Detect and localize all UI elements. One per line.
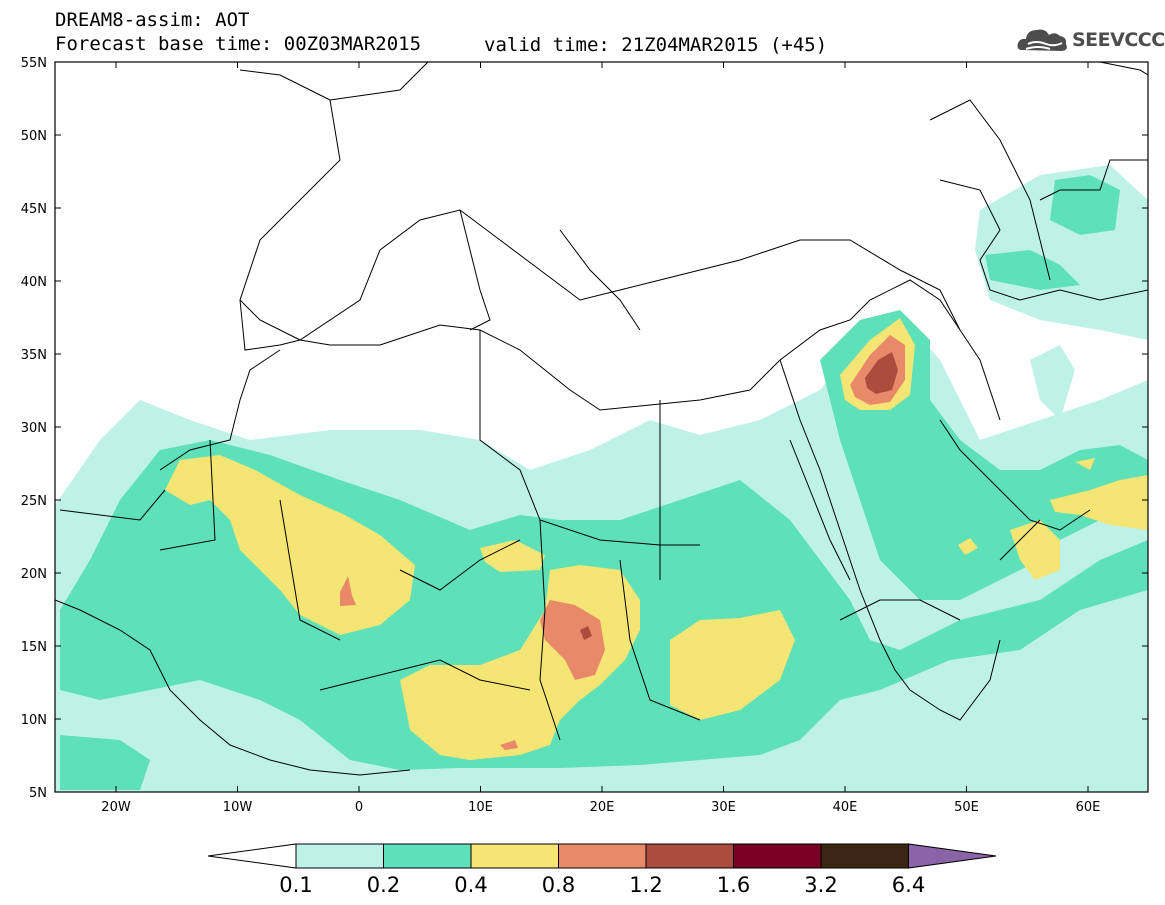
- colorbar-label: 1.6: [717, 873, 750, 897]
- lat-label: 20N: [21, 567, 47, 582]
- lat-label: 10N: [21, 713, 47, 728]
- logo-text: SEEVCCC: [1072, 29, 1165, 51]
- colorbar: 0.1 0.2 0.4 0.8 1.2 1.6 3.2 6.4: [207, 843, 997, 897]
- colorbar-high-triangle: [908, 843, 997, 869]
- colorbar-label: 0.2: [367, 873, 400, 897]
- lon-label: 40E: [833, 800, 858, 815]
- coastlines-and-borders: [55, 62, 1148, 776]
- latitude-axis: 55N 50N 45N 40N 35N 30N 25N 20N 15N 10N 5N: [21, 56, 1148, 801]
- colorbar-swatch: [558, 843, 647, 869]
- colorbar-label: 0.8: [542, 873, 575, 897]
- lat-label: 40N: [21, 275, 47, 290]
- lat-label: 55N: [21, 56, 47, 71]
- longitude-axis: 20W 10W 0 10E 20E 30E 40E 50E 60E: [101, 62, 1100, 815]
- lon-label: 10E: [468, 800, 493, 815]
- lat-label: 45N: [21, 202, 47, 217]
- aot-level-1-2: [580, 352, 898, 640]
- forecast-base-time: Forecast base time: 00Z03MAR2015: [55, 33, 422, 55]
- lon-label: 0: [355, 800, 363, 815]
- colorbar-swatch: [470, 843, 559, 869]
- colorbar-swatch: [645, 843, 734, 869]
- lon-label: 20E: [590, 800, 615, 815]
- valid-time: valid time: 21Z04MAR2015 (+45): [484, 34, 828, 56]
- colorbar-swatch: [295, 843, 384, 869]
- lon-label: 30E: [711, 800, 736, 815]
- colorbar-low-triangle: [207, 843, 297, 869]
- lon-label: 50E: [954, 800, 979, 815]
- lat-label: 15N: [21, 640, 47, 655]
- colorbar-swatch: [733, 843, 822, 869]
- colorbar-swatch: [383, 843, 472, 869]
- colorbar-label: 3.2: [804, 873, 837, 897]
- lat-label: 25N: [21, 494, 47, 509]
- map-title: DREAM8-assim: AOT: [55, 9, 250, 31]
- colorbar-label: 1.2: [629, 873, 662, 897]
- seevccc-logo: SEEVCCC: [1016, 22, 1165, 58]
- colorbar-label: 0.4: [454, 873, 487, 897]
- lat-label: 5N: [29, 786, 47, 801]
- lon-label: 60E: [1076, 800, 1101, 815]
- aot-contours: [55, 62, 1148, 792]
- colorbar-swatch: [820, 843, 909, 869]
- colorbar-label: 6.4: [892, 873, 925, 897]
- lat-label: 30N: [21, 421, 47, 436]
- lat-label: 50N: [21, 129, 47, 144]
- lon-label: 10W: [223, 800, 253, 815]
- lat-label: 35N: [21, 348, 47, 363]
- colorbar-label: 0.1: [279, 873, 312, 897]
- cloud-icon: [1017, 29, 1067, 51]
- lon-label: 20W: [101, 800, 131, 815]
